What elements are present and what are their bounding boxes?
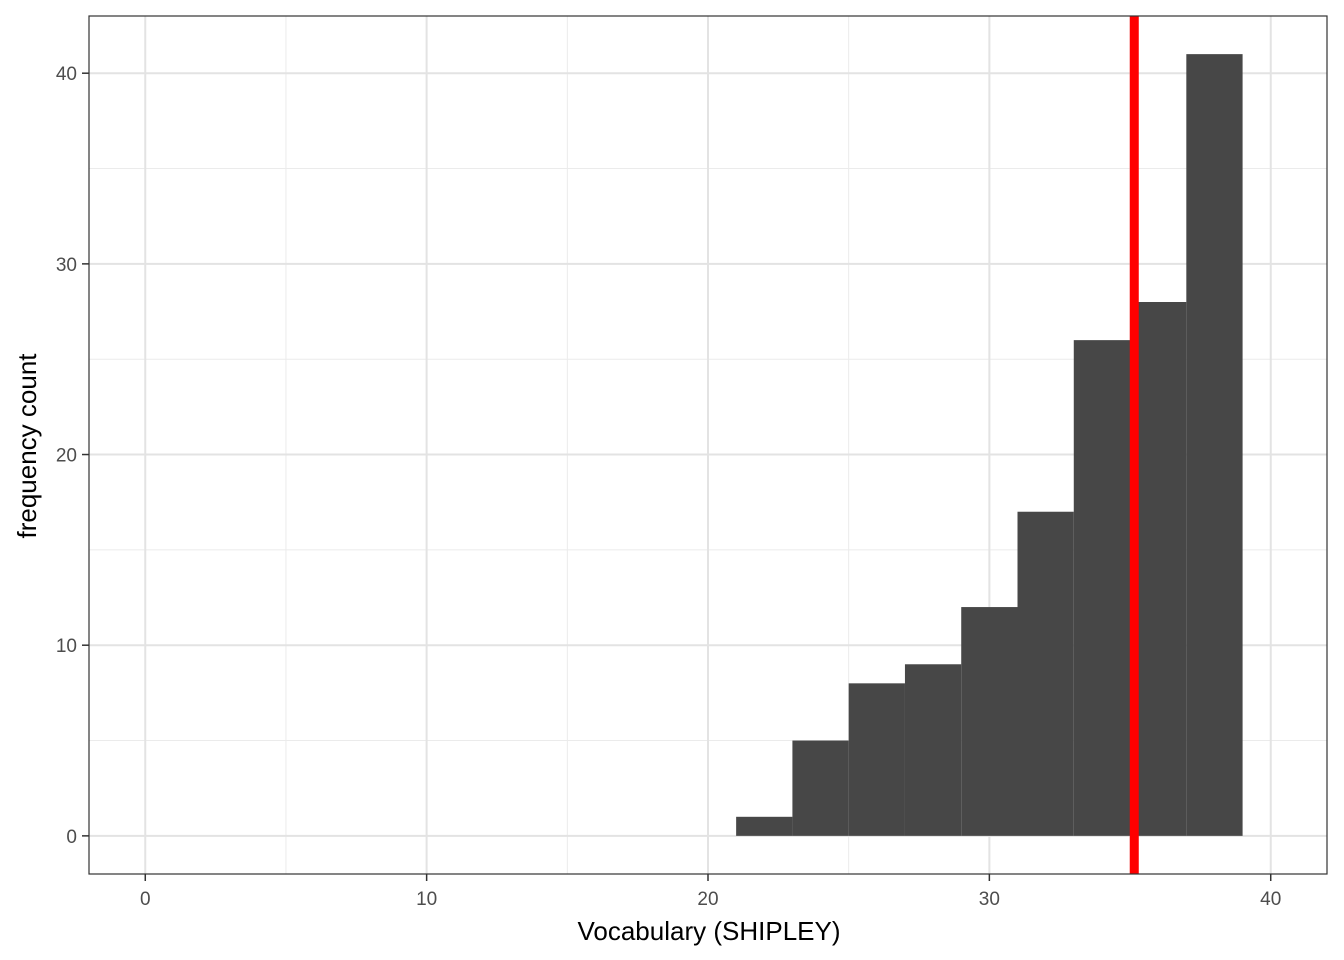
x-tick-label: 40 — [1260, 889, 1281, 910]
y-tick-label: 40 — [56, 64, 77, 85]
y-axis: 0 10 20 30 40 — [56, 64, 89, 848]
histogram-bar — [736, 816, 793, 836]
x-tick-label: 20 — [697, 889, 718, 910]
histogram-bar — [961, 607, 1018, 836]
x-tick-label: 10 — [416, 889, 437, 910]
x-axis: 0 10 20 30 40 — [140, 874, 1281, 910]
y-tick-label: 20 — [56, 446, 77, 467]
histogram-bar — [1186, 54, 1243, 836]
x-axis-title: Vocabulary (SHIPLEY) — [577, 916, 840, 946]
histogram-bar — [792, 740, 849, 836]
histogram-bar — [904, 664, 962, 836]
histogram-bars — [736, 54, 1243, 836]
histogram-bar — [1017, 511, 1074, 836]
x-tick-label: 0 — [140, 889, 151, 910]
histogram-bar — [1073, 340, 1131, 836]
y-tick-label: 30 — [56, 255, 77, 276]
y-tick-label: 0 — [66, 827, 77, 848]
y-tick-label: 10 — [56, 636, 77, 657]
histogram-bar — [1130, 302, 1187, 836]
x-tick-label: 30 — [979, 889, 1000, 910]
histogram-bar — [848, 683, 905, 836]
y-axis-title: frequency count — [12, 353, 42, 539]
